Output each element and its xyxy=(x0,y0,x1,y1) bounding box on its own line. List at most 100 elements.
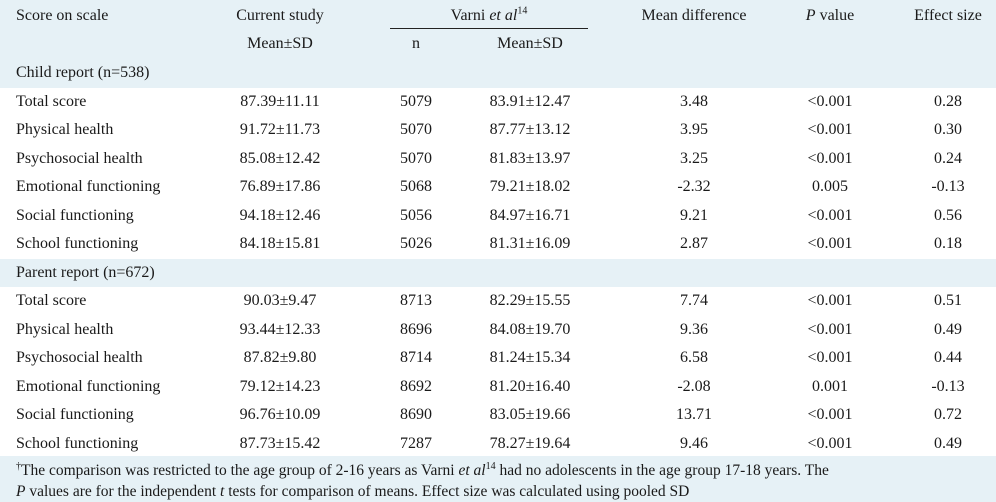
varni-mean-sd: 81.31±16.09 xyxy=(489,235,571,252)
effect-size: -0.13 xyxy=(931,377,965,395)
effect-size: 0.56 xyxy=(934,206,962,224)
row-label: School functioning xyxy=(16,434,139,452)
col-subheader-varni-n: n xyxy=(412,35,420,52)
current-mean-sd: 91.72±11.73 xyxy=(239,121,321,138)
row-label: Total score xyxy=(16,292,87,309)
table-row: School functioning 87.73±15.42 7287 78.2… xyxy=(0,430,996,459)
current-mean-sd: 94.18±12.46 xyxy=(239,206,321,224)
table-row: Total score 87.39±11.11 5079 83.91±12.47… xyxy=(0,88,996,117)
varni-n: 5026 xyxy=(400,235,432,252)
table-row: Total score 90.03±9.47 8713 82.29±15.55 … xyxy=(0,287,996,316)
mean-difference: -2.32 xyxy=(677,178,711,195)
current-mean-sd: 84.18±15.81 xyxy=(239,235,321,252)
current-mean-sd: 79.12±14.23 xyxy=(239,377,321,395)
col-header-current-study: Current study xyxy=(236,7,324,24)
varni-mean-sd: 81.83±13.97 xyxy=(489,149,571,167)
row-label: School functioning xyxy=(16,235,139,252)
varni-n: 5070 xyxy=(400,149,432,167)
row-label: Emotional functioning xyxy=(16,377,161,395)
varni-n: 7287 xyxy=(400,434,432,452)
p-value: <0.001 xyxy=(807,320,853,338)
varni-mean-sd: 81.24±15.34 xyxy=(489,349,571,366)
effect-size: 0.28 xyxy=(934,92,962,110)
varni-n: 8713 xyxy=(400,292,432,309)
footnote-line-2: P values are for the independent t tests… xyxy=(16,483,690,500)
varni-mean-sd: 82.29±15.55 xyxy=(489,292,571,309)
mean-difference: 6.58 xyxy=(680,349,708,366)
varni-mean-sd: 83.91±12.47 xyxy=(489,92,571,110)
col-subheader-current-mean-sd: Mean±SD xyxy=(247,35,313,52)
p-value: <0.001 xyxy=(807,292,853,309)
varni-n: 5068 xyxy=(400,178,432,195)
row-label: Total score xyxy=(16,92,87,110)
col-header-varni: Varni et al14 xyxy=(450,5,528,24)
p-value: <0.001 xyxy=(807,235,853,252)
section-title: Child report (n=538) xyxy=(16,64,150,81)
p-value: 0.001 xyxy=(812,377,848,395)
mean-difference: -2.08 xyxy=(677,377,711,395)
row-label: Social functioning xyxy=(16,206,134,224)
table-header: Score on scale Current study Mean±SD Var… xyxy=(0,0,996,59)
effect-size: 0.49 xyxy=(934,320,962,338)
col-header-effect-size: Effect size xyxy=(914,7,982,24)
table-footnote: †The comparison was restricted to the ag… xyxy=(0,456,996,502)
table-body: Child report (n=538) Total score 87.39±1… xyxy=(0,59,996,458)
current-mean-sd: 87.73±15.42 xyxy=(239,434,321,452)
table-row: Emotional functioning 79.12±14.23 8692 8… xyxy=(0,373,996,402)
varni-n: 8690 xyxy=(400,406,432,423)
footnote-line-1: †The comparison was restricted to the ag… xyxy=(16,460,829,479)
row-label: Emotional functioning xyxy=(16,178,161,195)
varni-mean-sd: 87.77±13.12 xyxy=(489,121,571,138)
p-value: <0.001 xyxy=(807,434,853,452)
mean-difference: 3.95 xyxy=(680,121,708,138)
p-value: <0.001 xyxy=(807,92,853,110)
varni-mean-sd: 79.21±18.02 xyxy=(489,178,571,195)
current-mean-sd: 76.89±17.86 xyxy=(239,178,321,195)
table-row: Psychosocial health 85.08±12.42 5070 81.… xyxy=(0,145,996,174)
table-row: Social functioning 94.18±12.46 5056 84.9… xyxy=(0,202,996,231)
varni-mean-sd: 81.20±16.40 xyxy=(489,377,571,395)
col-header-score-on-scale: Score on scale xyxy=(16,7,109,24)
mean-difference: 7.74 xyxy=(680,292,708,309)
effect-size: 0.72 xyxy=(934,406,962,423)
varni-mean-sd: 84.97±16.71 xyxy=(489,206,571,224)
effect-size: 0.51 xyxy=(934,292,962,309)
section-header-parent: Parent report (n=672) xyxy=(0,258,996,287)
section-title: Parent report (n=672) xyxy=(16,263,155,281)
row-label: Social functioning xyxy=(16,406,134,423)
row-label: Psychosocial health xyxy=(16,349,143,366)
mean-difference: 9.36 xyxy=(680,320,708,338)
col-header-mean-difference: Mean difference xyxy=(641,7,747,24)
row-label: Physical health xyxy=(16,320,114,338)
effect-size: 0.49 xyxy=(934,434,962,452)
varni-n: 5070 xyxy=(400,121,432,138)
effect-size: -0.13 xyxy=(931,178,965,195)
p-value: <0.001 xyxy=(807,206,853,224)
table-row: Physical health 91.72±11.73 5070 87.77±1… xyxy=(0,116,996,145)
table-row: Emotional functioning 76.89±17.86 5068 7… xyxy=(0,173,996,202)
mean-difference: 9.21 xyxy=(680,206,708,224)
table-row: School functioning 84.18±15.81 5026 81.3… xyxy=(0,230,996,259)
varni-n: 5079 xyxy=(400,92,432,110)
varni-mean-sd: 78.27±19.64 xyxy=(489,434,571,452)
section-header-child: Child report (n=538) xyxy=(0,59,996,88)
col-subheader-varni-mean-sd: Mean±SD xyxy=(497,35,563,52)
varni-n: 8692 xyxy=(400,377,432,395)
current-mean-sd: 85.08±12.42 xyxy=(239,149,321,167)
effect-size: 0.24 xyxy=(934,149,962,167)
p-value: <0.001 xyxy=(807,349,853,366)
p-value: <0.001 xyxy=(807,406,853,423)
p-value: <0.001 xyxy=(807,149,853,167)
mean-difference: 2.87 xyxy=(680,235,708,252)
mean-difference: 3.48 xyxy=(680,92,708,110)
varni-header-rule xyxy=(390,28,588,29)
col-header-p-value: P value xyxy=(805,7,855,24)
varni-n: 8714 xyxy=(400,349,432,366)
table-row: Social functioning 96.76±10.09 8690 83.0… xyxy=(0,401,996,430)
current-mean-sd: 90.03±9.47 xyxy=(243,292,317,309)
effect-size: 0.30 xyxy=(934,121,962,138)
current-mean-sd: 96.76±10.09 xyxy=(239,406,321,423)
mean-difference: 3.25 xyxy=(680,149,708,167)
table-row: Psychosocial health 87.82±9.80 8714 81.2… xyxy=(0,344,996,373)
